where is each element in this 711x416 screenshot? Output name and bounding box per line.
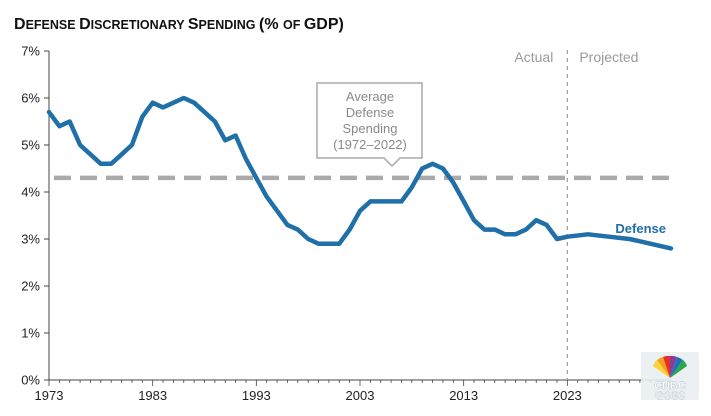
x-tick-label: 1993 bbox=[242, 388, 271, 403]
y-tick-label: 7% bbox=[21, 44, 40, 59]
y-tick-label: 2% bbox=[21, 279, 40, 294]
average-callout-line-3: Spending bbox=[343, 121, 398, 136]
y-tick-label: 1% bbox=[21, 326, 40, 341]
y-tick-label: 6% bbox=[21, 91, 40, 106]
y-axis-ticks: 0% 1% 2% 3% 4% 5% 6% 7% bbox=[21, 44, 49, 388]
x-tick-label: 2023 bbox=[553, 388, 582, 403]
average-callout-line-2: Defense bbox=[346, 105, 394, 120]
y-tick-label: 4% bbox=[21, 185, 40, 200]
logo-text-indonesia: INDONESIA bbox=[655, 393, 686, 399]
x-tick-label: 1973 bbox=[35, 388, 64, 403]
chart-title: DEFENSE DISCRETIONARY SPENDING (% OF GDP… bbox=[14, 16, 344, 33]
y-tick-label: 5% bbox=[21, 138, 40, 153]
projected-label: Projected bbox=[579, 49, 638, 65]
peacock-icon bbox=[653, 355, 687, 378]
logo-text-cnbc: CNBC bbox=[654, 380, 686, 392]
average-callout-line-1: Average bbox=[346, 89, 394, 104]
series-label-defense: Defense bbox=[615, 221, 666, 236]
x-axis-ticks: 1973198319932003201320232033 bbox=[35, 380, 685, 403]
x-tick-label: 2003 bbox=[346, 388, 375, 403]
x-tick-label: 2013 bbox=[449, 388, 478, 403]
x-tick-label: 1983 bbox=[138, 388, 167, 403]
average-callout-line-4: (1972–2022) bbox=[333, 137, 407, 152]
average-callout: Average Defense Spending (1972–2022) bbox=[316, 82, 423, 168]
actual-label: Actual bbox=[514, 49, 553, 65]
average-callout-box bbox=[316, 82, 423, 168]
y-tick-label: 3% bbox=[21, 232, 40, 247]
series-line-defense bbox=[46, 95, 674, 251]
cnbc-indonesia-logo: CNBC INDONESIA bbox=[641, 352, 699, 400]
y-tick-label: 0% bbox=[21, 373, 40, 388]
